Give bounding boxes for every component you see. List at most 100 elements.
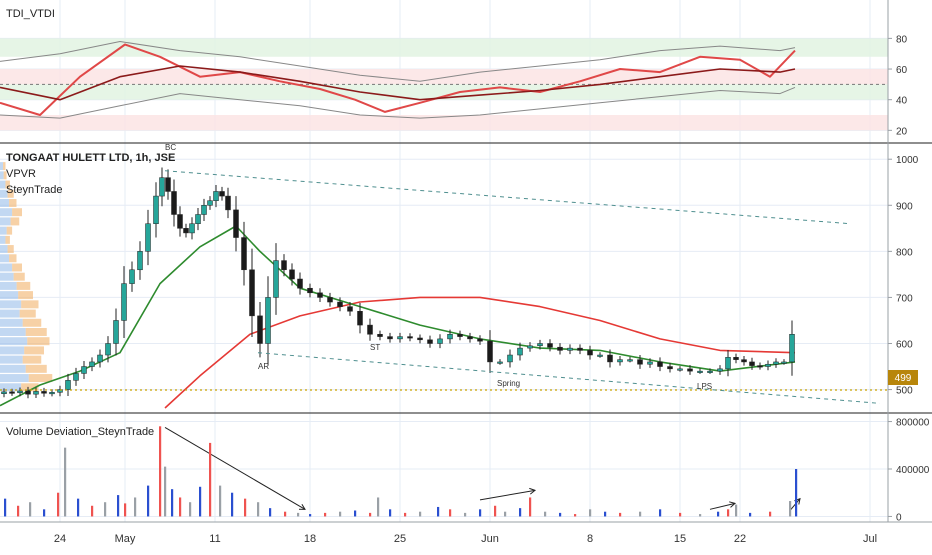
volume-bar[interactable] bbox=[244, 498, 247, 517]
volume-bar[interactable] bbox=[64, 447, 67, 517]
candle-body[interactable] bbox=[607, 354, 613, 363]
candle-body[interactable] bbox=[265, 297, 271, 344]
candle-body[interactable] bbox=[327, 297, 333, 303]
volume-bar[interactable] bbox=[589, 509, 592, 517]
volume-bar[interactable] bbox=[619, 512, 622, 517]
volume-bar[interactable] bbox=[389, 509, 392, 517]
candle-body[interactable] bbox=[467, 336, 473, 340]
candle-body[interactable] bbox=[137, 251, 143, 271]
volume-bar[interactable] bbox=[354, 510, 357, 517]
candle-body[interactable] bbox=[129, 269, 135, 284]
price-trendline[interactable] bbox=[164, 170, 851, 225]
candle-body[interactable] bbox=[757, 365, 763, 368]
candle-body[interactable] bbox=[65, 380, 71, 390]
tdi-label[interactable]: TDI_VTDI bbox=[6, 8, 55, 20]
volume-bar[interactable] bbox=[769, 511, 772, 517]
volume-bar[interactable] bbox=[257, 502, 260, 517]
volume-bar[interactable] bbox=[727, 509, 730, 517]
candle-body[interactable] bbox=[397, 336, 403, 340]
volume-bar[interactable] bbox=[789, 501, 792, 517]
volume-bar[interactable] bbox=[659, 509, 662, 517]
ma-long-line[interactable] bbox=[164, 296, 796, 409]
candle-body[interactable] bbox=[517, 347, 523, 356]
volume-bar[interactable] bbox=[404, 512, 407, 517]
volume-bar[interactable] bbox=[749, 512, 752, 517]
volume-bar[interactable] bbox=[464, 512, 467, 517]
candle-body[interactable] bbox=[207, 200, 213, 206]
candle-body[interactable] bbox=[189, 223, 195, 234]
candle-body[interactable] bbox=[507, 354, 513, 363]
candle-body[interactable] bbox=[537, 343, 543, 347]
volume-bar[interactable] bbox=[164, 466, 167, 517]
candle-body[interactable] bbox=[241, 237, 247, 271]
volume-bar[interactable] bbox=[795, 469, 798, 517]
candle-body[interactable] bbox=[89, 361, 95, 367]
candle-body[interactable] bbox=[171, 191, 177, 215]
candle-body[interactable] bbox=[113, 320, 119, 344]
candle-body[interactable] bbox=[49, 392, 55, 395]
candle-body[interactable] bbox=[1, 391, 7, 394]
candle-body[interactable] bbox=[733, 357, 739, 360]
volume-bar[interactable] bbox=[171, 489, 174, 517]
candle-body[interactable] bbox=[789, 334, 795, 363]
candle-body[interactable] bbox=[657, 361, 663, 367]
candle-body[interactable] bbox=[547, 343, 553, 348]
candle-body[interactable] bbox=[145, 223, 151, 252]
volume-bar[interactable] bbox=[77, 498, 80, 517]
volume-bar[interactable] bbox=[639, 511, 642, 517]
volume-bar[interactable] bbox=[519, 508, 522, 517]
tdi-lower-band[interactable] bbox=[0, 86, 796, 119]
candle-body[interactable] bbox=[97, 354, 103, 363]
candle-body[interactable] bbox=[577, 347, 583, 351]
instrument-label[interactable]: TONGAAT HULETT LTD, 1h, JSE bbox=[6, 152, 175, 164]
volume-bar[interactable] bbox=[219, 485, 222, 517]
candle-body[interactable] bbox=[427, 339, 433, 344]
candle-body[interactable] bbox=[557, 346, 563, 351]
candle-body[interactable] bbox=[387, 336, 393, 340]
volume-bar[interactable] bbox=[117, 495, 120, 517]
candle-body[interactable] bbox=[477, 338, 483, 342]
volume-bar[interactable] bbox=[377, 497, 380, 517]
candle-body[interactable] bbox=[225, 195, 231, 211]
candle-body[interactable] bbox=[81, 366, 87, 374]
volume-bar[interactable] bbox=[199, 486, 202, 517]
candle-body[interactable] bbox=[195, 214, 201, 224]
candle-body[interactable] bbox=[337, 301, 343, 307]
candle-body[interactable] bbox=[213, 191, 219, 201]
volume-bar[interactable] bbox=[369, 512, 372, 517]
volume-bar[interactable] bbox=[104, 502, 107, 517]
candle-body[interactable] bbox=[773, 361, 779, 365]
volume-bar[interactable] bbox=[504, 511, 507, 517]
candle-body[interactable] bbox=[487, 340, 493, 363]
candle-body[interactable] bbox=[677, 368, 683, 371]
candle-body[interactable] bbox=[9, 391, 15, 394]
candle-body[interactable] bbox=[717, 368, 723, 372]
volume-bar[interactable] bbox=[124, 503, 127, 517]
candle-body[interactable] bbox=[697, 370, 703, 373]
volume-bar[interactable] bbox=[735, 504, 738, 517]
candle-body[interactable] bbox=[153, 195, 159, 224]
volume-bar[interactable] bbox=[449, 509, 452, 517]
candle-body[interactable] bbox=[183, 228, 189, 234]
volume-bar[interactable] bbox=[717, 511, 720, 517]
candle-body[interactable] bbox=[249, 269, 255, 317]
candle-body[interactable] bbox=[201, 205, 207, 215]
volume-bar[interactable] bbox=[574, 514, 577, 517]
candle-body[interactable] bbox=[219, 191, 225, 197]
volume-bar[interactable] bbox=[284, 511, 287, 517]
volume-bar[interactable] bbox=[309, 514, 312, 517]
candle-body[interactable] bbox=[587, 350, 593, 356]
candle-body[interactable] bbox=[297, 278, 303, 289]
candle-body[interactable] bbox=[165, 177, 171, 192]
volume-bar[interactable] bbox=[189, 502, 192, 517]
volume-bar[interactable] bbox=[147, 485, 150, 517]
candle-body[interactable] bbox=[527, 345, 533, 349]
candle-body[interactable] bbox=[457, 334, 463, 337]
vpvr-label[interactable]: VPVR bbox=[6, 168, 36, 180]
volume-bar[interactable] bbox=[91, 505, 94, 517]
volume-bar[interactable] bbox=[679, 512, 682, 517]
candle-body[interactable] bbox=[447, 334, 453, 340]
candle-body[interactable] bbox=[281, 260, 287, 271]
